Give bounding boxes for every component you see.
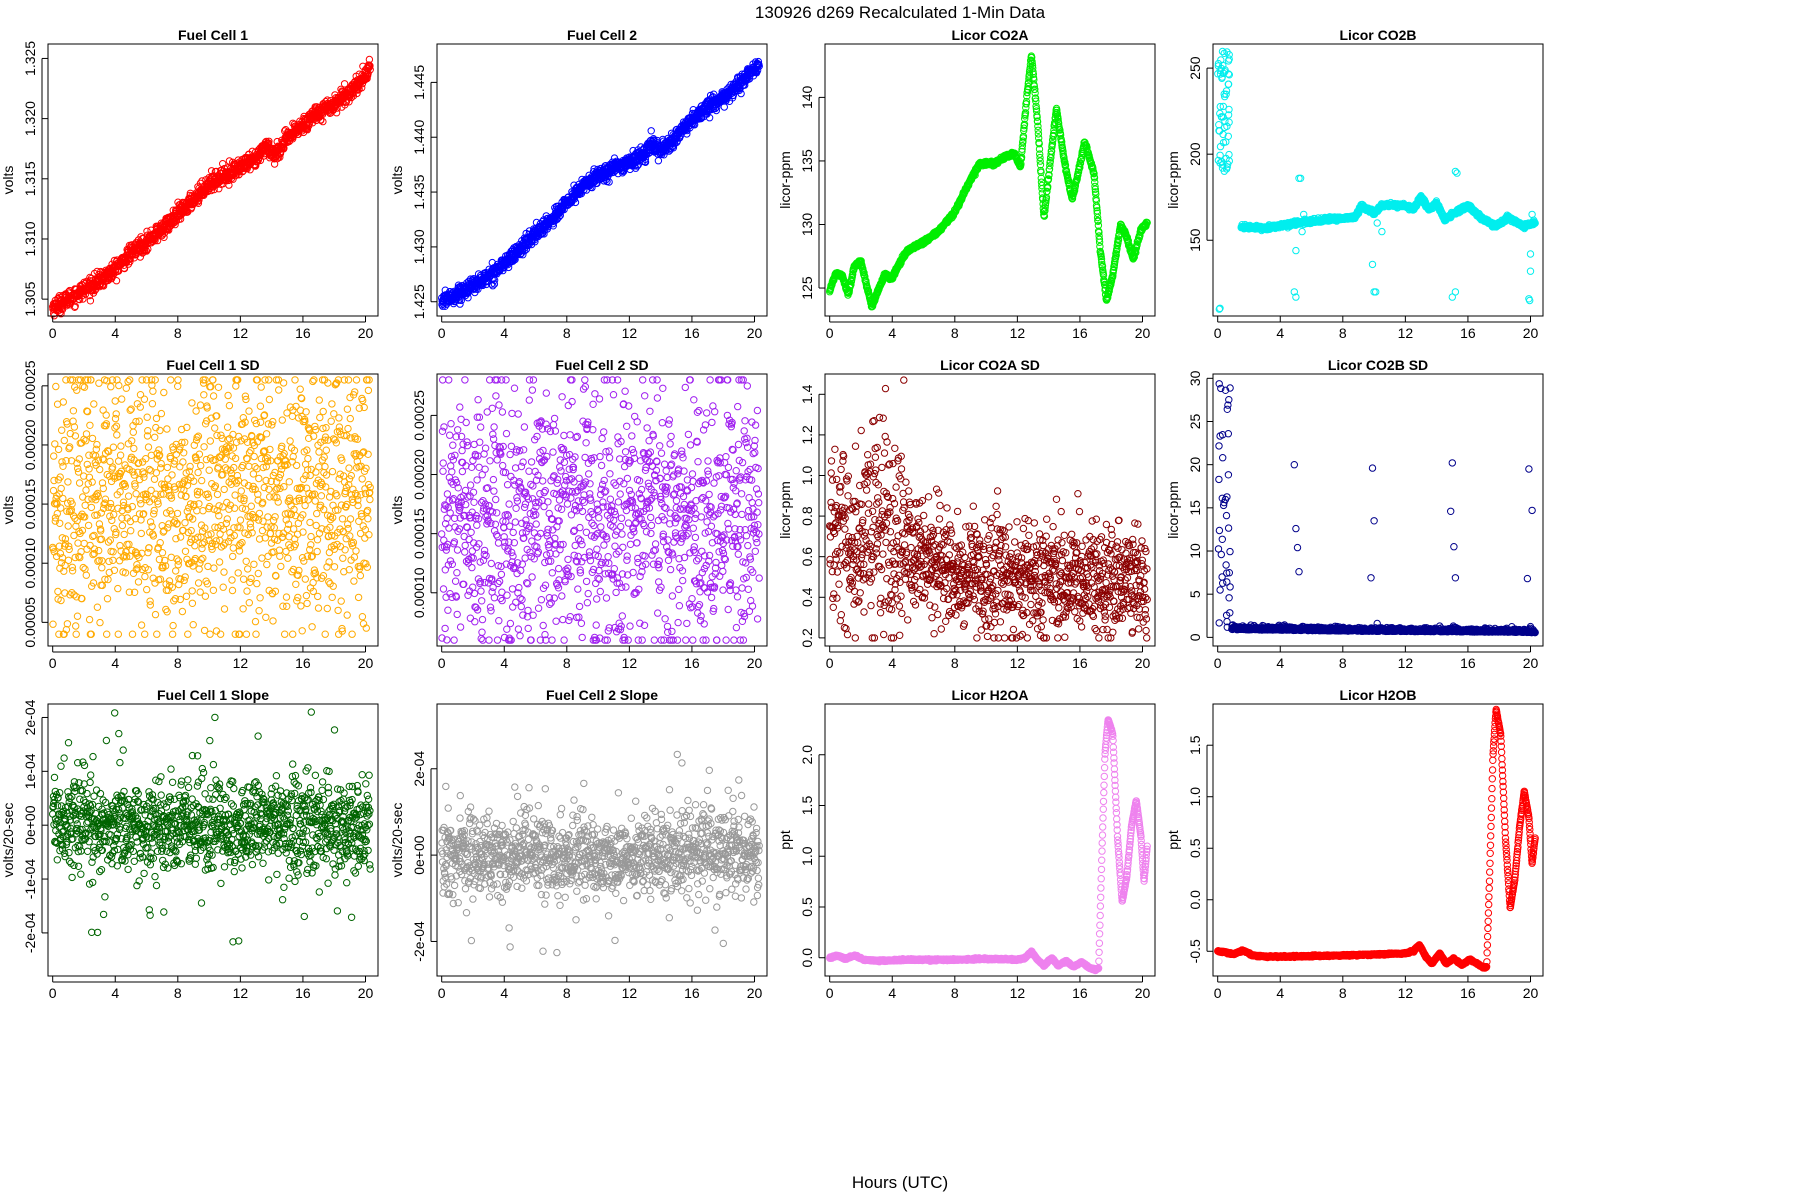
data-point [647, 127, 655, 135]
y-tick-label: 1.430 [411, 229, 427, 264]
y-tick-label: 1.435 [411, 174, 427, 209]
x-tick-label: 20 [1135, 325, 1151, 341]
y-axis: 1.305 1.310 1.315 1.320 1.325 [22, 41, 48, 317]
data-point [151, 237, 159, 245]
y-tick-label: 125 [799, 276, 815, 300]
data-point [144, 245, 152, 253]
y-axis-label: volts [389, 166, 405, 195]
data-point [160, 233, 168, 242]
data-point [142, 247, 151, 255]
x-tick-label: 12 [233, 325, 249, 341]
y-axis-label: licor-ppm [777, 151, 793, 209]
panel-title: Fuel Cell 1 [178, 27, 248, 43]
x-tick-label: 16 [295, 325, 311, 341]
x-axis: 0 4 8 12 16 20 [49, 316, 374, 341]
data-point [1218, 47, 1227, 56]
x-axis: 0 4 8 12 16 20 [826, 316, 1151, 341]
x-tick-label: 16 [684, 325, 700, 341]
data-point [71, 302, 79, 310]
y-tick-label: 1.305 [22, 281, 38, 316]
y-tick-label: 1.325 [22, 41, 38, 76]
data-point [720, 103, 728, 111]
data-points [49, 55, 374, 320]
x-tick-label: 8 [174, 325, 182, 341]
x-tick-label: 8 [563, 325, 571, 341]
data-point [75, 295, 84, 304]
data-point [126, 257, 134, 266]
data-point [171, 220, 179, 229]
panels: Fuel Cell 1 volts 0 4 8 12 16 20 1.305 1.310 1.315… [0, 27, 1544, 1001]
figure-x-label: Hours (UTC) [852, 1173, 948, 1192]
y-tick-label: 140 [799, 85, 815, 109]
data-point [58, 305, 67, 314]
x-tick-label: 4 [111, 325, 119, 341]
y-axis-label: volts [0, 166, 16, 195]
panel-title: Fuel Cell 2 [567, 27, 637, 43]
panel-title: Licor CO2B [1339, 27, 1416, 43]
data-point [1221, 123, 1229, 132]
data-point [92, 285, 100, 293]
x-tick-label: 12 [1010, 325, 1026, 341]
data-point [57, 310, 65, 318]
data-point [654, 157, 663, 165]
panel-title: Licor CO2A [951, 27, 1028, 43]
y-tick-label: 1.445 [411, 65, 427, 100]
data-point [456, 300, 464, 308]
y-tick-label: 1.320 [22, 101, 38, 136]
panel-fc2: Fuel Cell 2 volts 0 4 8 12 16 20 1.425 1.430 1.435… [389, 27, 768, 341]
x-tick-label: 0 [826, 325, 834, 341]
data-point [86, 297, 95, 305]
x-tick-label: 4 [888, 325, 896, 341]
panel-co2a: Licor CO2A licor-ppm 0 4 8 12 16 20 125 130 135 140 [777, 27, 1156, 341]
data-point [99, 282, 108, 290]
y-tick-label: 1.315 [22, 161, 38, 196]
y-axis: 1.425 1.430 1.435 1.440 1.445 [411, 65, 437, 319]
figure-title: 130926 d269 Recalculated 1-Min Data [755, 3, 1046, 22]
x-tick-label: 0 [438, 325, 446, 341]
panel-fc1: Fuel Cell 1 volts 0 4 8 12 16 20 1.305 1.310 1.315… [0, 27, 379, 341]
y-tick-label: 130 [799, 213, 815, 237]
data-point [1224, 80, 1233, 88]
data-points [1214, 47, 1539, 313]
x-axis: 0 4 8 12 16 20 [438, 316, 763, 341]
x-tick-label: 0 [49, 325, 57, 341]
y-tick-label: 1.440 [411, 120, 427, 155]
data-points [826, 52, 1151, 311]
x-tick-label: 20 [747, 325, 763, 341]
y-axis: 125 130 135 140 [799, 85, 825, 300]
y-axis-label: licor-ppm [1165, 151, 1181, 209]
y-tick-label: 135 [799, 149, 815, 173]
x-tick-label: 16 [1072, 325, 1088, 341]
x-tick-label: 20 [358, 325, 374, 341]
y-tick-label: 1.310 [22, 221, 38, 256]
data-point [112, 277, 121, 285]
x-tick-label: 12 [622, 325, 638, 341]
x-tick-label: 4 [500, 325, 508, 341]
data-points [438, 57, 763, 310]
y-tick-label: 1.425 [411, 284, 427, 319]
x-tick-label: 8 [951, 325, 959, 341]
